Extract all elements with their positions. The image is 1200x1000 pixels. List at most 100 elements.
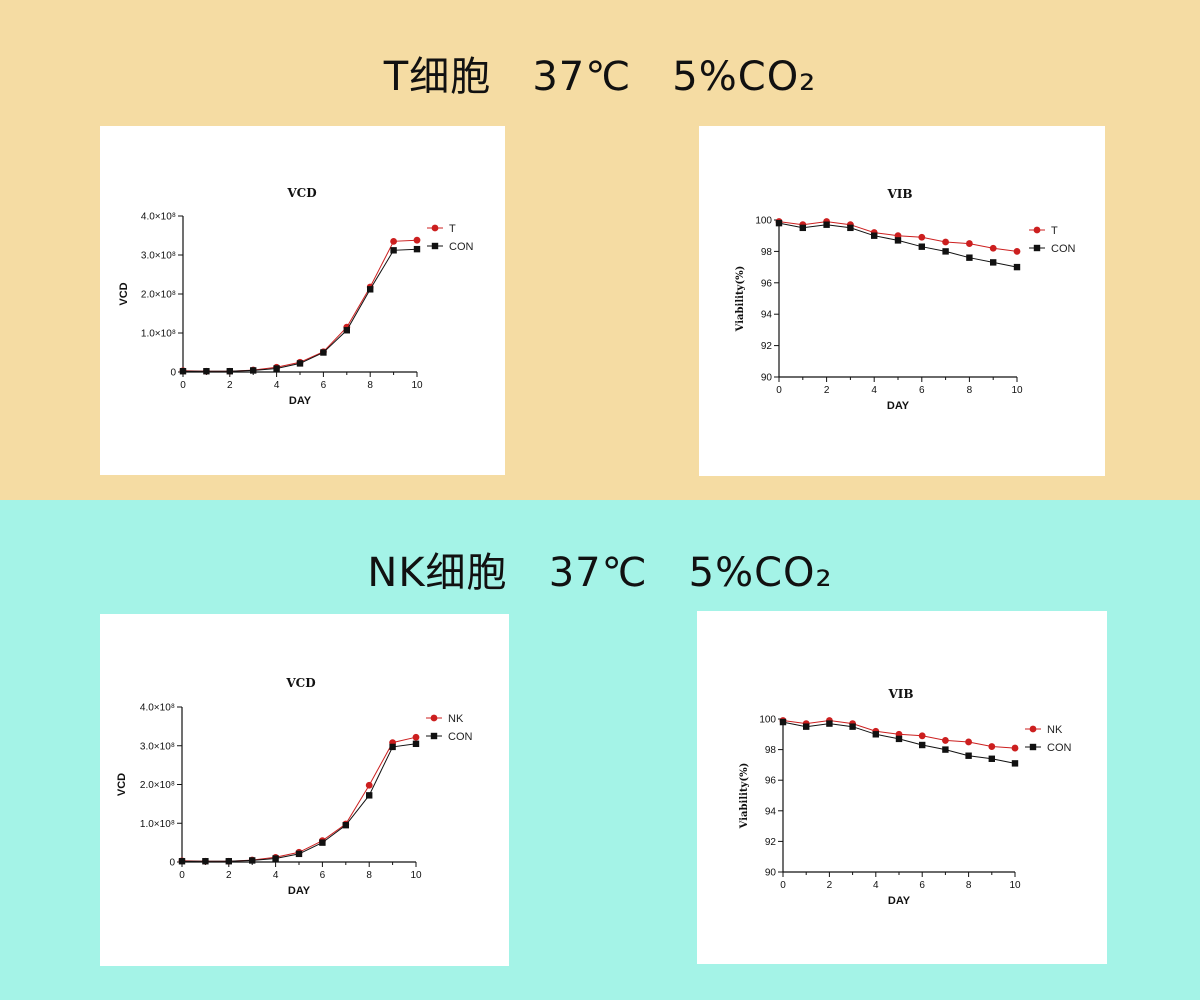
y-tick-label: 4.0×10⁸: [141, 212, 176, 223]
data-point-con: [342, 821, 349, 829]
x-tick-label: 8: [966, 880, 972, 891]
data-point-con: [226, 368, 233, 375]
x-tick-label: 4: [273, 870, 279, 881]
data-point-con: [1013, 263, 1021, 271]
data-point-con: [178, 858, 186, 865]
x-tick-label: 2: [824, 385, 830, 396]
legend-marker-t: [1033, 226, 1041, 234]
chart-title: VIB: [886, 187, 912, 201]
data-point-con: [273, 365, 280, 372]
series-line-con: [182, 743, 417, 862]
legend-label-t: T: [1051, 225, 1058, 237]
y-tick-label: 96: [765, 776, 777, 787]
data-point-con: [942, 248, 949, 255]
x-tick-label: 6: [919, 385, 925, 396]
t-vib-plot: VIB 0 2 4 6 8 10 90 92 94 96 98 100 DAY Viability(%) TC…: [735, 187, 1076, 412]
x-tick-label: 4: [274, 380, 280, 391]
data-point-nk: [942, 737, 949, 744]
data-point-con: [413, 245, 421, 253]
data-point-con: [225, 858, 232, 865]
legend-label-con: CON: [449, 241, 474, 253]
legend-label-con: CON: [448, 731, 473, 743]
chart-title: VCD: [285, 676, 315, 690]
t-vcd-plot: VCD 0 2 4 6 8 10 0 1.0×10⁸ 2.0×10⁸ 3.0×10⁸ 4.0×10⁸ D…: [118, 186, 474, 407]
y-tick-label: 100: [759, 715, 776, 726]
data-point-t: [966, 240, 973, 247]
data-point-t: [413, 236, 421, 244]
legend-marker-con: [1033, 244, 1041, 252]
chart-title: VIB: [887, 687, 913, 701]
x-tick-label: 0: [180, 380, 186, 391]
x-tick-label: 8: [967, 385, 973, 396]
x-tick-label: 4: [873, 880, 879, 891]
data-point-con: [990, 259, 997, 266]
data-point-nk: [1011, 744, 1019, 752]
series-line-con: [778, 222, 1018, 268]
nk-vcd-chart: VCD 0 2 4 6 8 10 0 1.0×10⁸ 2.0×10⁸ 3.0×10⁸ 4.0×10⁸ D…: [100, 614, 509, 966]
x-tick-label: 2: [227, 380, 233, 391]
legend-label-con: CON: [1047, 742, 1072, 754]
series-line-con: [183, 248, 418, 372]
x-tick-label: 10: [411, 380, 423, 391]
t-cell-section-title: T细胞 37℃ 5%CO₂: [383, 54, 817, 100]
data-point-con: [320, 349, 327, 356]
x-tick-label: 10: [1011, 385, 1023, 396]
y-tick-label: 94: [761, 310, 773, 321]
y-axis-label: VCD: [116, 773, 128, 796]
x-tick-label: 6: [919, 880, 925, 891]
y-tick-label: 3.0×10⁸: [140, 741, 175, 752]
data-point-nk: [965, 738, 972, 746]
x-axis-label: DAY: [887, 400, 910, 412]
y-tick-label: 2.0×10⁸: [141, 290, 176, 301]
data-point-con: [775, 219, 783, 227]
data-point-con: [988, 755, 995, 762]
series-line-con: [782, 721, 1016, 764]
legend-marker-con: [1029, 743, 1037, 751]
data-point-con: [966, 254, 973, 261]
legend-label-con: CON: [1051, 243, 1076, 255]
data-point-con: [389, 743, 396, 751]
x-tick-label: 0: [776, 385, 782, 396]
data-point-con: [1011, 760, 1019, 767]
x-axis-label: DAY: [288, 885, 311, 897]
data-point-con: [390, 247, 397, 254]
data-point-con: [272, 855, 279, 862]
data-point-con: [799, 224, 806, 232]
chart-title: VCD: [286, 186, 316, 200]
data-point-con: [847, 224, 854, 232]
t-vib-chart: VIB 0 2 4 6 8 10 90 92 94 96 98 100 DAY Viability(%) T C…: [699, 126, 1105, 476]
data-point-nk: [988, 743, 996, 750]
data-point-con: [895, 735, 903, 743]
data-point-con: [919, 741, 926, 749]
data-point-t: [989, 244, 997, 252]
y-tick-label: 0: [169, 858, 175, 869]
x-axis-label: DAY: [888, 895, 911, 907]
data-point-con: [871, 232, 878, 239]
t-cell-section: T细胞 37℃ 5%CO₂ VCD 0 2 4 6 8 10 0 1.0×10⁸ 2.0×10⁸ 3…: [0, 0, 1200, 500]
data-point-con: [894, 237, 902, 244]
legend-label-nk: NK: [1047, 724, 1063, 736]
nk-cell-section: NK细胞 37℃ 5%CO₂ VCD 0 2 4 6 8 10 0 1.0×10⁸ 2.0×10⁸…: [0, 500, 1200, 1000]
x-tick-label: 8: [366, 870, 372, 881]
nk-vcd-plot: VCD 0 2 4 6 8 10 0 1.0×10⁸ 2.0×10⁸ 3.0×10⁸ 4.0×10⁸ D…: [116, 676, 473, 897]
data-point-con: [250, 367, 257, 374]
x-tick-label: 6: [321, 380, 327, 391]
y-tick-label: 98: [765, 745, 777, 756]
x-tick-label: 10: [410, 870, 422, 881]
series-line-t: [182, 239, 418, 372]
data-point-con: [942, 746, 949, 753]
data-point-t: [918, 233, 926, 241]
data-point-con: [872, 731, 879, 738]
y-axis-label: VCD: [118, 282, 130, 305]
y-tick-label: 100: [755, 216, 772, 227]
legend-marker-nk: [430, 714, 438, 722]
data-point-con: [918, 243, 925, 250]
data-point-t: [942, 238, 949, 246]
data-point-con: [779, 718, 787, 726]
legend-marker-con: [430, 732, 438, 740]
x-tick-label: 0: [179, 870, 185, 881]
data-point-con: [319, 839, 326, 846]
y-tick-label: 90: [761, 373, 773, 384]
y-tick-label: 90: [765, 868, 777, 879]
y-tick-label: 2.0×10⁸: [140, 780, 175, 791]
